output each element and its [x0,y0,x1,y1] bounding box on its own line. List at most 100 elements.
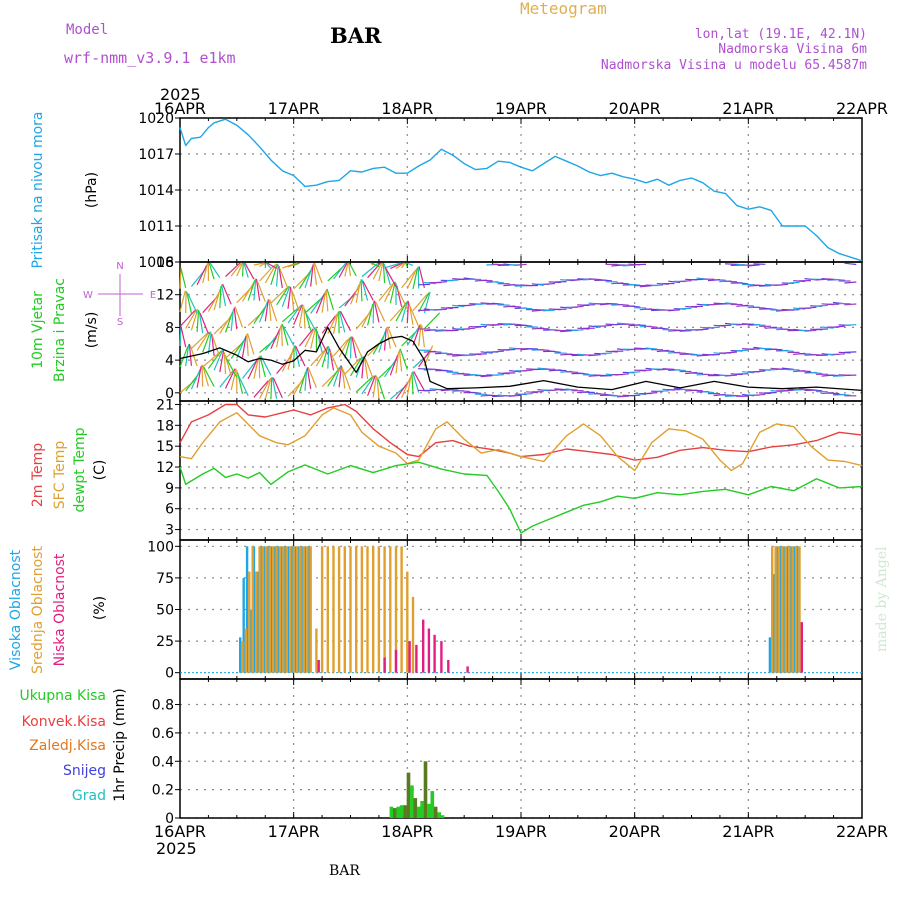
cloud-bar-1 [784,546,787,673]
cloud-bar-1 [771,546,774,673]
wind-panel: 0 4 8 12 16 [156,255,863,402]
legend-graupel: Grad [72,788,106,804]
wind-arrow [599,324,612,327]
wind-arrow [241,282,255,302]
wind-ytick-label: 16 [156,255,174,271]
wind-arrow [253,380,269,398]
wind-arrow [707,326,720,329]
wind-arrow [198,311,204,334]
wind-arrow [304,266,313,288]
wind-arrow [616,395,630,398]
cloud-bar-1 [315,628,318,673]
wind-arrow [247,279,256,301]
wind-arrow [329,348,335,371]
wind-arrow [230,309,234,332]
wind-arrow [440,352,453,355]
wind-arrow [270,263,278,285]
wind-arrow [753,323,766,326]
wind-arrow [241,335,247,358]
wind-arrow [259,262,266,268]
wind-arrow [408,303,414,325]
wind-arrow [281,306,300,323]
cloud-bar-1 [320,546,324,673]
wind-arrow [798,370,811,373]
wind-arrow [571,329,584,332]
wind-arrow [588,354,601,357]
wind-arrow [255,278,261,301]
wind-arrow [423,345,434,367]
wind-direction-legend: N E W S [83,261,156,328]
cloud-ytick-label: 50 [156,603,174,619]
pressure-ytick-label: 1014 [138,183,174,199]
wind-arrow [628,305,641,308]
wind-arrow [190,332,208,350]
x-tick-label-top: 16APR [154,99,206,118]
wind-arrow [384,281,395,303]
wind-arrow [707,353,720,356]
cloud-bar-1 [282,546,285,673]
wind-arrow [326,288,335,311]
wind-arrow [616,282,630,285]
wind-arrow [298,269,312,290]
wind-arrow [338,262,348,278]
wind-arrow [543,282,556,285]
wind-arrow [384,262,402,269]
precip-frame [179,678,863,819]
wind-arrow [327,346,330,369]
wind-arrow [196,264,208,286]
wind-arrow [294,345,300,367]
wind-arrow [736,282,749,285]
wind-arrow [384,267,397,287]
wind-arrow [179,309,196,327]
wind-arrow [571,278,584,282]
temp-units: (C) [92,460,108,481]
model-name: wrf-nmm_v3.9.1 e1km [64,49,236,67]
wind-arrow [656,327,669,330]
wind-arrow [724,351,738,354]
temperature-ytick-label: 12 [156,460,174,476]
cloud-bar-1 [360,546,364,673]
wind-arrow [398,349,403,372]
wind-arrow [474,303,487,305]
wind-arrow [599,279,612,282]
cloud-bar-0 [280,546,283,673]
cloud-bar-1 [258,546,261,673]
wind-arrow [325,289,329,312]
wind-arrow [412,293,428,311]
wind-arrow [390,262,404,269]
legend-frozen-precip: Zaledj.Kisa [29,738,106,754]
cloud-bar-1 [272,546,275,673]
wind-arrow [446,389,459,391]
lonlat-label: lon,lat (19.1E, 42.1N) [695,27,867,42]
wind-arrow [344,262,349,277]
cloud-bar-0 [768,637,772,673]
wind-arrow [764,391,777,394]
wind-arrow [339,311,352,332]
wind-arrow [307,366,317,388]
wind-arrow [605,302,618,305]
wind-arrow [281,285,291,308]
precip-bar [433,806,438,818]
wind-arrow [480,279,493,282]
cloud-bar-2 [466,666,469,673]
wind-arrow [747,264,760,267]
wind-arrow [372,375,377,398]
wind-arrow [429,351,442,353]
cloud-bar-1 [248,571,251,673]
wind-arrow [348,262,352,277]
wind-arrow [565,388,578,391]
cloud-bar-1 [265,546,268,673]
temperature-ytick-label: 18 [156,418,174,434]
precip-ylabel: 1hr Precip (mm) [112,688,128,801]
legend-conv-precip: Konvek.Kisa [22,714,106,730]
wind-arrow [304,368,308,391]
wind-arrow [349,356,363,377]
wind-arrow [190,368,201,390]
wind-arrow [230,262,242,277]
direction-east: E [150,290,156,301]
wind-arrow [844,281,857,284]
precip-bar [396,806,400,818]
wind-arrow [370,262,374,266]
wind-ytick-label: 0 [165,386,174,402]
wind-arrow [781,349,794,352]
